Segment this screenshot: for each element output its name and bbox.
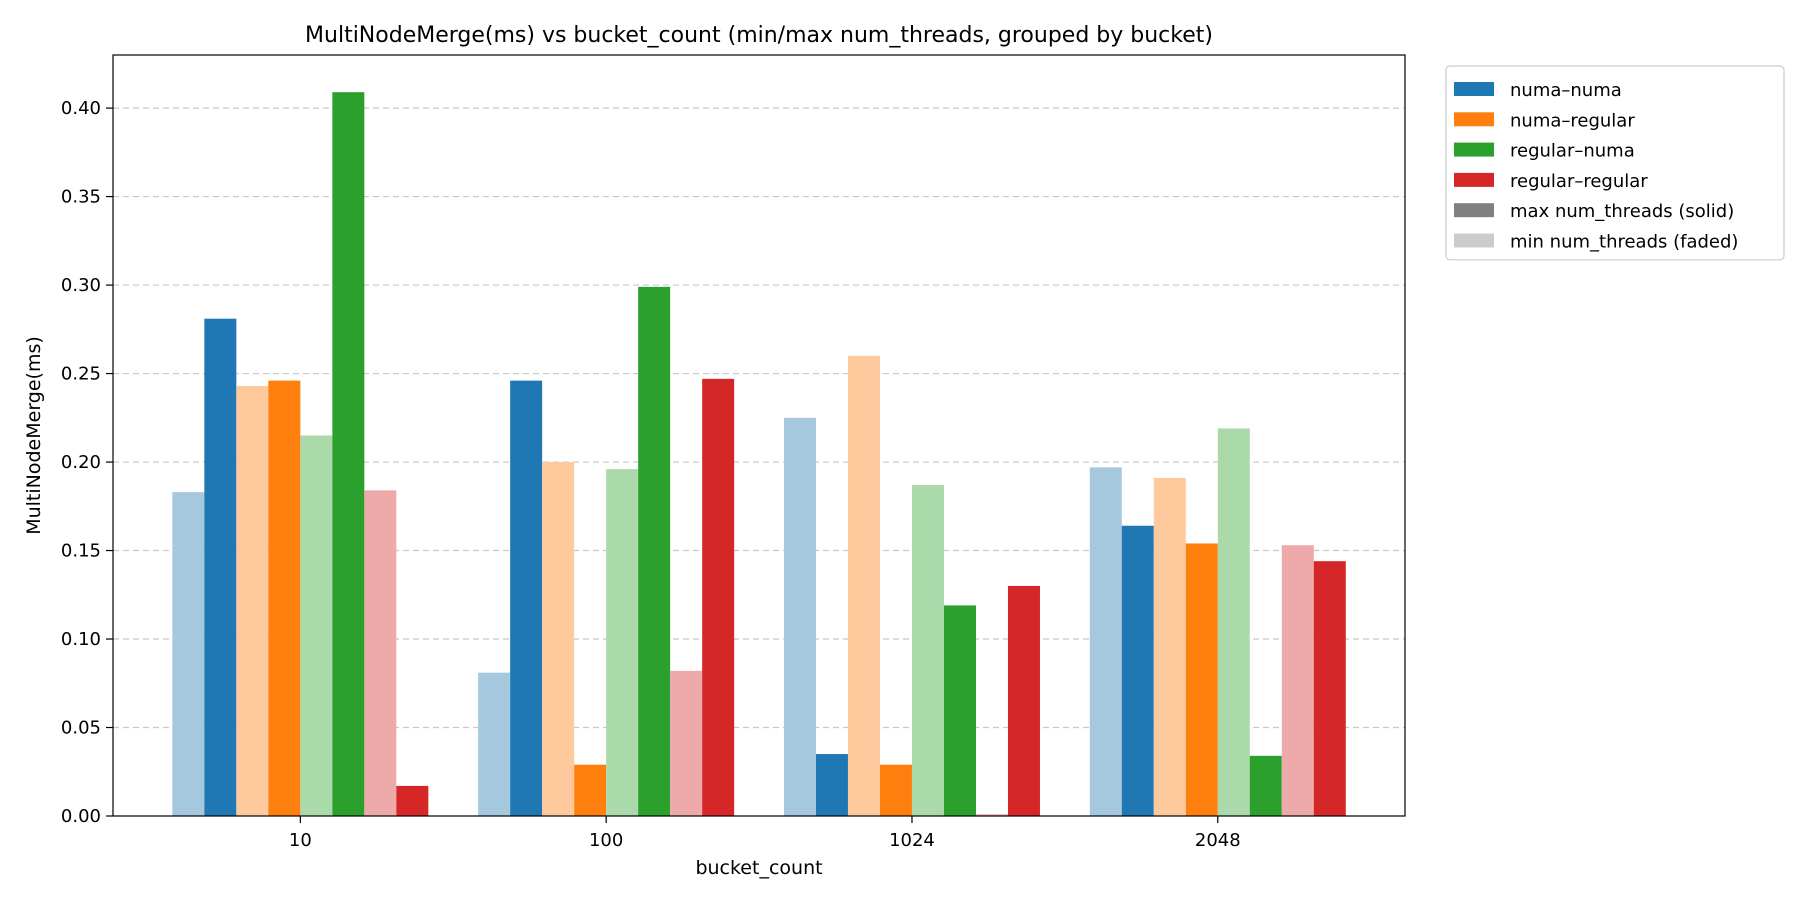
bar-max-1-1 (510, 380, 543, 816)
bar-max-0-3 (268, 380, 301, 816)
y-tick-label: 0.30 (61, 275, 101, 296)
legend-frame (1445, 65, 1785, 261)
legend-label: numa–numa (1510, 80, 1622, 101)
legend-label: numa–regular (1510, 110, 1635, 131)
bar-max-2-5 (943, 605, 976, 816)
bar-max-2-3 (879, 764, 912, 816)
y-tick-label: 0.25 (61, 364, 101, 385)
legend-swatch (1454, 112, 1494, 127)
bar-max-2-7 (1007, 585, 1040, 816)
bar-min-3-2 (1153, 477, 1186, 816)
legend: numa–numa numa–regular regular–numa regular… (1445, 65, 1785, 261)
y-tick-label: 0.05 (61, 718, 101, 739)
legend-label: regular–regular (1510, 171, 1648, 192)
bar-min-0-2 (236, 385, 269, 816)
plot-area-frame (112, 54, 1406, 817)
bar-min-1-6 (670, 670, 703, 816)
legend-swatch (1454, 233, 1494, 248)
bar-min-3-4 (1217, 428, 1250, 816)
bar-min-1-0 (478, 672, 511, 816)
bar-max-2-1 (815, 754, 848, 816)
legend-swatch (1454, 142, 1494, 157)
legend-swatch (1454, 203, 1494, 218)
y-tick-label: 0.20 (61, 452, 101, 473)
bar-min-0-0 (172, 492, 205, 816)
y-tick-label: 0.15 (61, 541, 101, 562)
bar-min-0-6 (364, 490, 397, 816)
x-tick-label: 10 (289, 830, 312, 851)
x-tick-label: 1024 (889, 830, 935, 851)
x-axis-label: bucket_count (695, 857, 822, 879)
bar-min-2-2 (847, 355, 880, 816)
bar-max-3-1 (1121, 525, 1154, 816)
legend-swatch (1454, 172, 1494, 187)
bar-min-2-0 (783, 417, 816, 816)
bars (172, 92, 1346, 817)
y-tick-label: 0.40 (61, 98, 101, 119)
bar-max-0-5 (332, 92, 365, 817)
y-tick-label: 0.00 (61, 806, 101, 827)
bar-max-1-3 (574, 764, 607, 816)
bar-min-3-0 (1089, 467, 1122, 816)
y-tick-label: 0.35 (61, 187, 101, 208)
legend-swatch (1454, 82, 1494, 96)
bar-min-1-4 (606, 469, 639, 816)
bar-min-0-4 (300, 435, 333, 816)
bar-min-1-2 (542, 462, 575, 816)
legend-label: max num_threads (solid) (1510, 201, 1734, 222)
x-axis: 10 100 1024 2048 (289, 816, 1241, 851)
bar-min-3-6 (1281, 545, 1314, 816)
chart-title: MultiNodeMerge(ms) vs bucket_count (min/… (305, 23, 1213, 48)
bar-max-0-7 (396, 785, 429, 816)
legend-label: regular–numa (1510, 141, 1635, 162)
bar-max-3-7 (1313, 561, 1346, 816)
y-tick-label: 0.10 (61, 629, 101, 650)
y-axis: 0.00 0.05 0.10 0.15 0.20 0.25 0.30 0.35 0.40 (61, 98, 113, 827)
bar-min-2-6 (975, 814, 1008, 816)
y-axis-label: MultiNodeMerge(ms) (23, 336, 45, 535)
legend-label: min num_threads (faded) (1510, 232, 1738, 253)
x-tick-label: 2048 (1195, 830, 1241, 851)
bar-max-3-5 (1249, 755, 1282, 816)
bar-max-3-3 (1185, 543, 1218, 816)
x-tick-label: 100 (589, 830, 623, 851)
bar-max-1-5 (638, 286, 671, 816)
bar-max-1-7 (702, 378, 735, 816)
bar-min-2-4 (911, 485, 944, 816)
bar-max-0-1 (204, 318, 237, 816)
